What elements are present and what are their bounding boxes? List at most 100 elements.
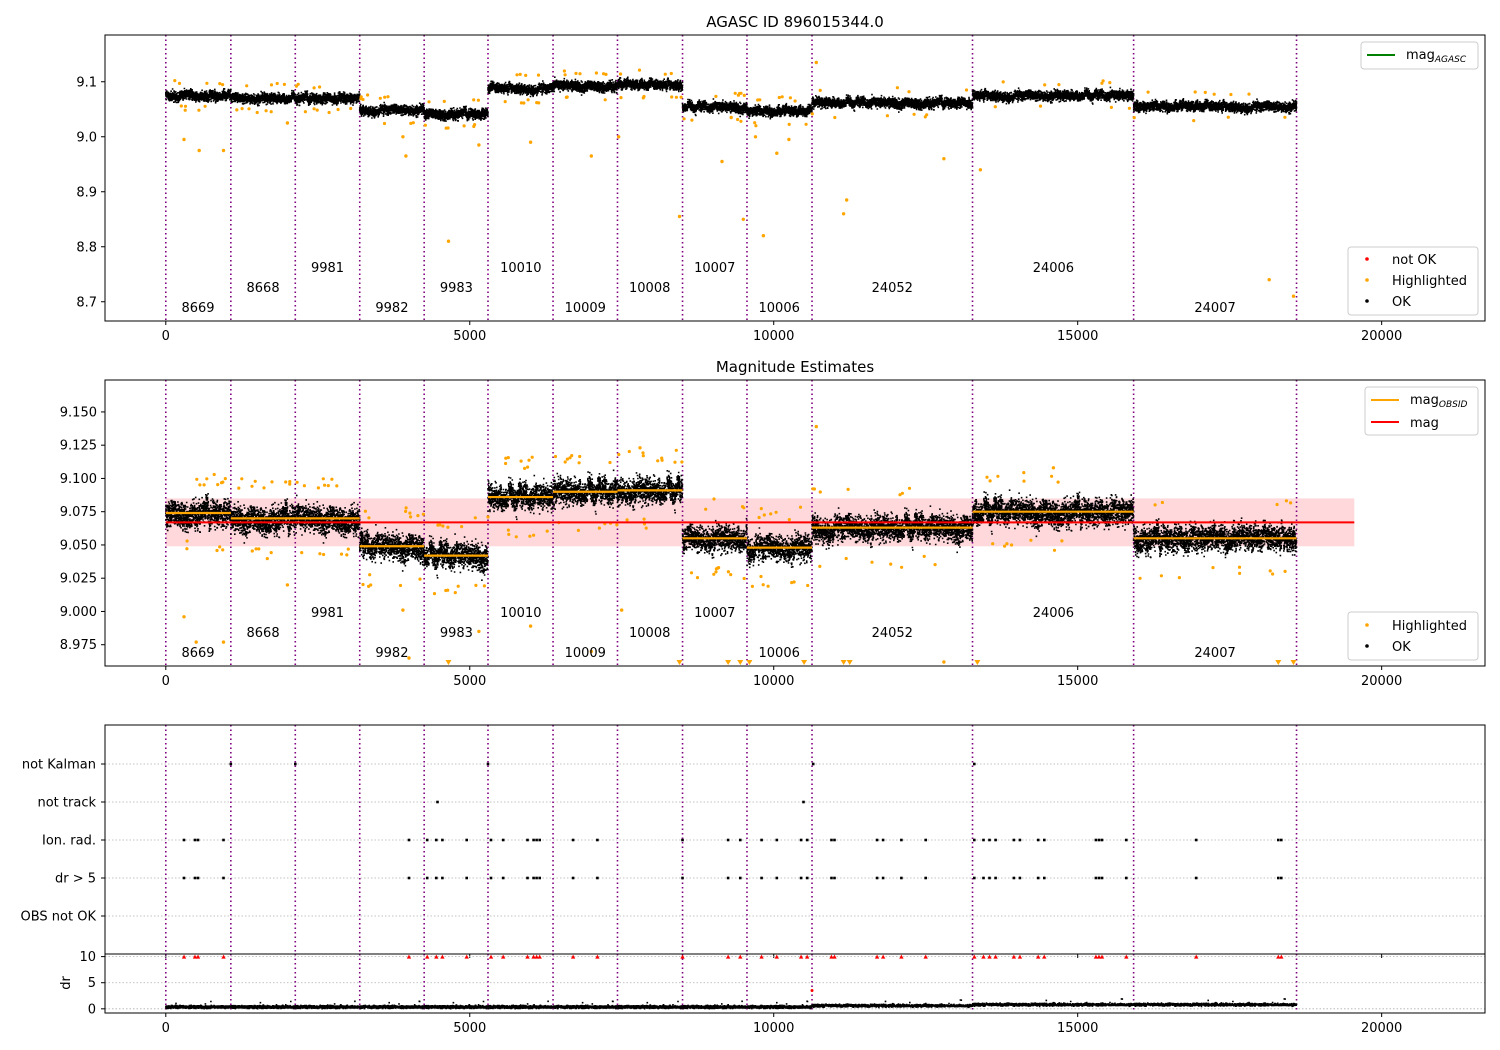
panel1-axes: 0 5000 10000 15000 20000 8.7 8.8 8.9 9.0 9.1: [76, 34, 1486, 344]
p1-highlighted-point: [964, 88, 969, 92]
p2-obsid-label: 10006: [759, 646, 800, 661]
p1-highlighted-point: [1146, 90, 1150, 94]
p2-outlier-point: [528, 624, 533, 628]
flag-marker: [833, 876, 836, 880]
p1-outlier-point: [589, 154, 593, 158]
p2-highlighted-point: [270, 480, 274, 484]
p2-highlighted-point: [519, 459, 523, 463]
dr-ytick-label: 10: [79, 950, 96, 965]
p1-highlighted-point: [177, 81, 182, 85]
p1-xtick-label: 15000: [1057, 329, 1098, 344]
flag-marker: [1018, 838, 1022, 842]
p1-obsid-label: 9983: [440, 281, 473, 296]
p1-highlighted-point: [1043, 83, 1047, 87]
p2-highlighted-point: [1271, 572, 1275, 576]
p1-highlighted-point: [524, 73, 528, 77]
p2-highlighted-point: [712, 572, 716, 576]
p2-highlighted-point: [367, 584, 371, 589]
p1-highlighted-point: [818, 88, 822, 92]
p2-xtick-label: 15000: [1057, 674, 1098, 689]
legend-mag: mag: [1410, 416, 1439, 431]
p1-highlighted-point: [1108, 81, 1112, 85]
p1-highlighted-point: [578, 72, 582, 76]
p2-highlighted-point: [240, 477, 244, 481]
p2-highlighted-point: [759, 507, 763, 511]
p1-highlighted-point: [519, 101, 524, 105]
p1-highlighted-point: [1100, 81, 1104, 85]
p2-xtick-label: 0: [162, 674, 170, 689]
flag-marker: [1125, 838, 1128, 842]
panel2-title: Magnitude Estimates: [716, 358, 874, 376]
p1-highlighted-point: [1132, 116, 1136, 120]
p2-below-range-marker: [840, 660, 847, 665]
flag-marker: [760, 876, 763, 880]
flag-marker: [900, 876, 903, 880]
p1-outlier-point: [942, 157, 946, 161]
p1-highlighted-point: [777, 95, 781, 100]
dr-clipped-marker: [832, 954, 837, 959]
flag-marker: [924, 838, 927, 842]
p4-xtick-label: 15000: [1057, 1021, 1098, 1036]
flag-marker: [182, 876, 186, 880]
flag-marker: [532, 838, 535, 842]
p1-highlighted-point: [637, 68, 642, 72]
p1-highlighted-point: [604, 72, 608, 76]
p1-highlighted-point: [669, 71, 673, 76]
p2-highlighted-point: [900, 491, 905, 495]
p1-ok-points: [552, 76, 619, 96]
p1-highlighted-point: [318, 85, 322, 89]
p1-highlighted-point: [247, 107, 251, 111]
legend2-highlighted-marker: [1365, 623, 1369, 627]
flag-marker: [775, 876, 779, 880]
p2-highlighted-point: [674, 448, 678, 452]
panel1-data: 8669 8668 9981 9982 9983 10010 10009 10008 10007…: [164, 35, 1298, 321]
p2-obsid-label: 24007: [1194, 646, 1235, 661]
p2-highlighted-point: [288, 482, 292, 486]
p2-highlighted-point: [345, 553, 349, 557]
p2-highlighted-point: [798, 505, 803, 509]
dr-clipped-marker: [993, 954, 998, 959]
dr-ylabel: dr: [59, 976, 74, 990]
p1-highlighted-point: [409, 121, 413, 125]
p2-highlighted-point: [300, 551, 304, 555]
p2-highlighted-point: [506, 456, 510, 460]
p2-highlighted-point: [762, 513, 766, 517]
flag-marker: [924, 876, 927, 880]
p2-highlighted-point: [367, 516, 371, 520]
panel1-legend-top: magAGASC: [1360, 41, 1479, 70]
flag-marker: [526, 838, 529, 842]
p2-highlighted-point: [295, 480, 299, 484]
p2-below-range-marker: [1290, 660, 1297, 665]
p2-highlighted-point: [565, 457, 570, 461]
dr-clipped-marker: [537, 954, 542, 959]
p2-highlighted-point: [1237, 565, 1242, 569]
p2-obsid-label: 9982: [375, 646, 408, 661]
flag-marker: [802, 800, 805, 804]
p4-xtick-label: 5000: [453, 1021, 486, 1036]
flag-marker: [1280, 876, 1283, 880]
p2-highlighted-point: [790, 581, 794, 585]
p2-highlighted-point: [346, 547, 350, 551]
p2-highlighted-point: [1283, 569, 1287, 574]
dr-clipped-marker: [804, 954, 810, 959]
p2-highlighted-point: [1022, 479, 1026, 483]
p2-highlighted-point: [318, 552, 322, 556]
p2-ok-points: [230, 498, 297, 544]
flag-marker: [489, 876, 493, 880]
p1-highlighted-point: [754, 124, 758, 128]
p2-highlighted-point: [528, 534, 532, 538]
p1-highlighted-point: [562, 69, 567, 73]
p1-ok-points: [358, 101, 425, 119]
flag-marker: [538, 876, 541, 880]
p1-outlier-point: [841, 212, 846, 216]
flag-marker: [775, 838, 779, 842]
p2-below-range-marker: [1275, 660, 1282, 665]
p2-highlighted-point: [553, 454, 558, 459]
p1-highlighted-point: [619, 72, 623, 76]
p1-outlier-point: [761, 234, 766, 238]
p1-ok-points: [165, 87, 232, 104]
flag-marker: [1012, 838, 1016, 842]
p2-highlighted-point: [729, 573, 733, 577]
legend2-ok: OK: [1392, 640, 1411, 655]
legend-highlighted: Highlighted: [1392, 274, 1467, 289]
